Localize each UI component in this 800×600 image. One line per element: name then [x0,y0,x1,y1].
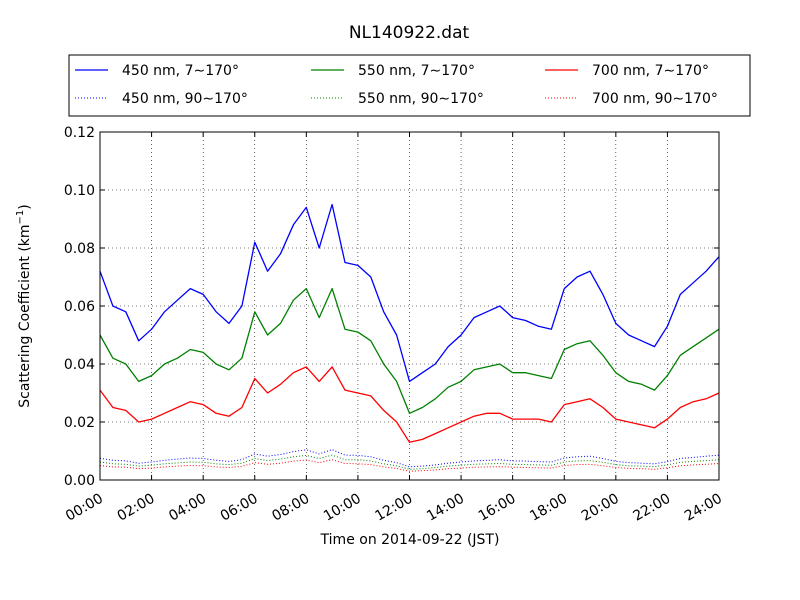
y-tick-label: 0.10 [64,183,95,199]
y-axis-label-end: ) [17,204,33,209]
y-tick-label: 0.02 [64,415,95,431]
y-axis-label: Scattering Coefficient (km−1) [15,204,33,408]
legend: 450 nm, 7∼170° 550 nm, 7∼170° 700 nm, 7∼17… [68,54,751,117]
legend-label: 700 nm, 90∼170° [592,91,718,107]
x-axis-label: Time on 2014-09-22 (JST) [320,532,500,548]
series-line [99,366,720,443]
legend-label: 550 nm, 90∼170° [358,91,484,107]
y-tick-label: 0.04 [64,357,95,373]
y-tick-label: 0.08 [64,241,95,257]
y-tick-label: 0.12 [64,125,95,141]
series-line [99,203,720,383]
legend-box [68,54,751,117]
series-layer [99,203,720,472]
legend-label: 450 nm, 90∼170° [122,91,248,107]
legend-label: 450 nm, 7∼170° [122,63,239,79]
legend-label: 700 nm, 7∼170° [592,63,709,79]
y-tick-label: 0.00 [64,473,95,489]
series-line [99,287,720,414]
series-line [99,459,720,472]
y-tick-label: 0.06 [64,299,95,315]
y-axis-label-main: Scattering Coefficient (km [17,224,33,407]
y-axis-label-superscript: −1 [15,210,26,225]
legend-label: 550 nm, 7∼170° [358,63,475,79]
chart-title: NL140922.dat [349,23,470,43]
